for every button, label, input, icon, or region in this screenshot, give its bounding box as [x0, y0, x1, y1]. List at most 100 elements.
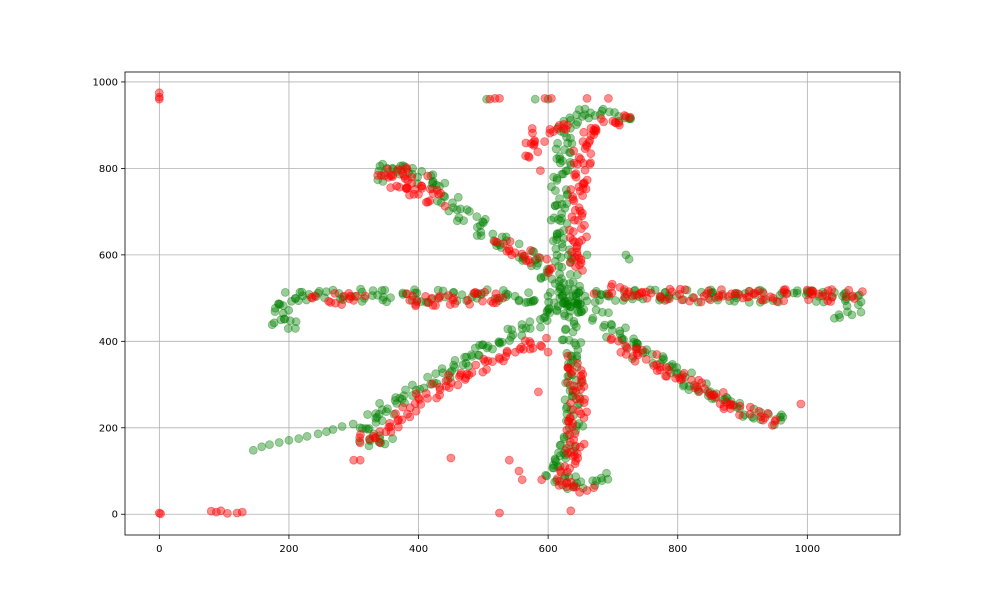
series-0-point: [338, 295, 348, 305]
series-0-point: [408, 163, 418, 173]
series-0-point: [550, 279, 560, 288]
series-0-point: [560, 311, 570, 321]
series-0-point: [802, 290, 811, 300]
series-1-point: [780, 285, 790, 294]
series-1-point: [516, 342, 526, 352]
series-1-point: [524, 152, 534, 162]
series-0-point: [294, 434, 304, 444]
series-1-point: [849, 294, 859, 303]
series-0-point: [373, 290, 382, 300]
series-0-point: [565, 157, 575, 167]
series-0-point: [569, 480, 579, 490]
series-0-point: [565, 279, 574, 288]
series-0-point: [655, 292, 665, 302]
series-1-point: [519, 344, 528, 354]
series-0-point: [591, 305, 601, 315]
series-0-point: [444, 206, 454, 216]
series-1-point: [606, 282, 616, 292]
series-0-point: [489, 236, 499, 246]
series-0-point: [502, 236, 512, 246]
series-1-point: [745, 402, 755, 412]
series-1-point: [495, 354, 505, 364]
series-0-point: [373, 175, 383, 185]
series-1-point: [579, 381, 589, 391]
series-0-point: [678, 370, 687, 380]
series-0-point: [597, 476, 607, 486]
series-0-point: [503, 290, 513, 299]
series-0-point: [566, 302, 576, 312]
series-0-point: [361, 424, 371, 433]
series-0-point: [856, 297, 866, 307]
series-0-point: [544, 303, 554, 313]
series-0-point: [476, 227, 486, 237]
series-1-point: [665, 294, 674, 304]
series-0-point: [539, 272, 549, 282]
series-0-point: [806, 287, 815, 296]
series-0-point: [518, 256, 527, 265]
series-0-point: [634, 292, 644, 302]
series-0-point: [640, 347, 650, 357]
series-0-point: [559, 309, 569, 319]
series-0-point: [548, 463, 558, 473]
series-1-point: [576, 258, 586, 268]
series-0-point: [561, 185, 571, 195]
series-0-point: [555, 461, 565, 471]
series-0-point: [560, 203, 570, 213]
series-0-point: [561, 453, 571, 463]
series-1-point: [360, 291, 370, 301]
series-1-point: [392, 181, 402, 191]
series-0-point: [454, 213, 464, 223]
series-0-point: [557, 335, 567, 345]
series-1-point: [403, 175, 413, 185]
series-1-point: [445, 300, 455, 309]
series-0-point: [569, 446, 579, 456]
series-0-point: [689, 380, 699, 390]
series-0-point: [436, 198, 446, 208]
series-0-point: [679, 380, 689, 389]
series-1-point: [435, 385, 445, 395]
series-0-point: [566, 133, 575, 143]
series-0-point: [576, 338, 586, 347]
series-0-point: [854, 300, 863, 310]
series-0-point: [732, 402, 742, 412]
series-1-point: [423, 197, 433, 207]
series-1-point: [564, 417, 573, 427]
series-0-point: [519, 251, 528, 261]
series-1-point: [355, 433, 365, 443]
series-1-point: [675, 284, 685, 294]
series-0-point: [803, 286, 812, 296]
series-0-point: [298, 291, 308, 301]
series-0-point: [368, 286, 378, 296]
series-0-point: [382, 297, 392, 307]
series-0-point: [561, 450, 570, 460]
series-0-point: [565, 302, 575, 312]
series-0-point: [551, 186, 560, 196]
series-1-point: [462, 369, 472, 379]
series-1-point: [589, 289, 599, 299]
series-0-point: [562, 301, 572, 311]
series-0-point: [456, 204, 465, 214]
series-0-point: [557, 169, 567, 179]
series-1-point: [536, 341, 545, 350]
series-1-point: [576, 377, 586, 387]
series-1-point: [491, 298, 501, 308]
series-0-point: [571, 375, 581, 385]
series-1-point: [417, 181, 427, 191]
series-0-point: [560, 471, 570, 481]
series-1-point: [578, 191, 587, 201]
series-0-point: [672, 291, 681, 301]
series-0-point: [550, 455, 560, 465]
series-0-point: [274, 299, 284, 309]
series-0-point: [552, 306, 562, 316]
series-0-point: [559, 335, 568, 345]
series-1-point: [620, 292, 629, 302]
series-1-point: [573, 453, 583, 463]
series-1-point: [632, 290, 642, 300]
series-0-point: [336, 294, 345, 304]
series-1-point: [579, 179, 589, 189]
series-1-point: [505, 237, 515, 246]
series-0-point: [374, 166, 384, 176]
series-1-point: [561, 124, 571, 134]
series-0-point: [450, 362, 460, 372]
series-0-point: [476, 290, 486, 300]
